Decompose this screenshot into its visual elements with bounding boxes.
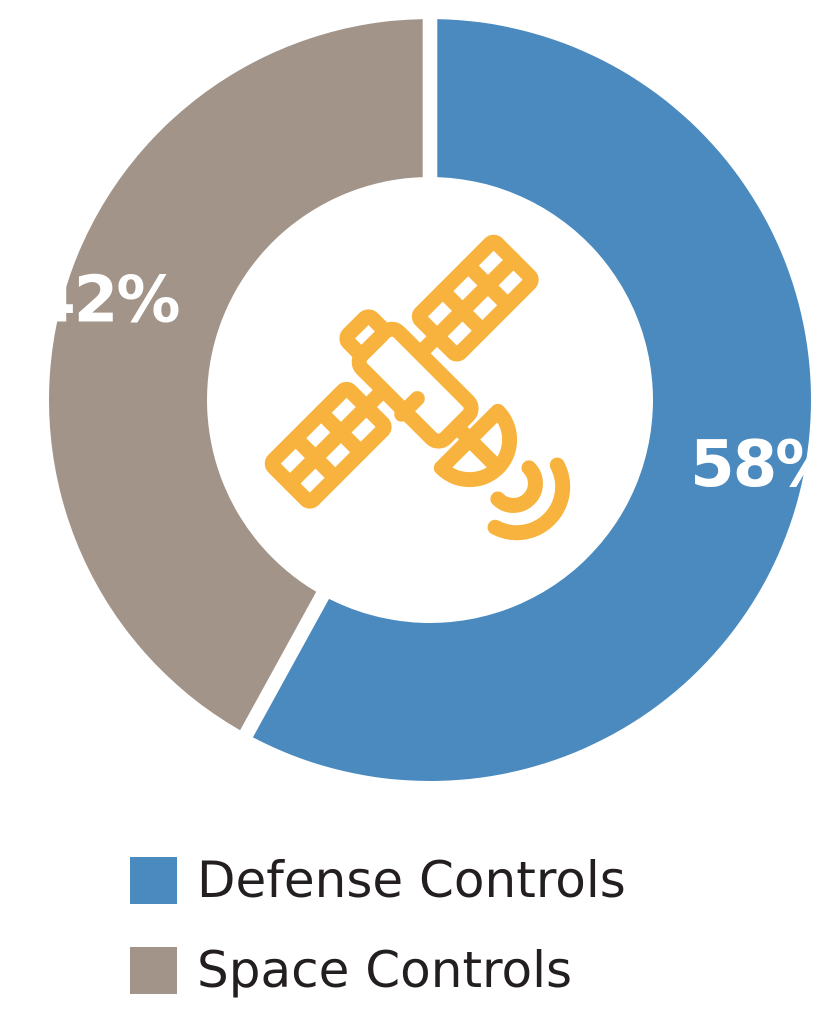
slice-defense-controls — [252, 19, 812, 782]
slice-label-defense-controls: 58% — [690, 428, 830, 502]
slice-label-space-controls: 42% — [31, 264, 179, 338]
satellite-icon — [264, 234, 571, 541]
donut-chart: 58% 42% — [31, 19, 830, 782]
slice-space-controls — [49, 19, 423, 731]
legend-item-space-controls: Space Controls — [130, 925, 626, 1015]
legend-swatch-space-controls — [130, 946, 177, 994]
donut-slices — [49, 19, 812, 782]
legend-item-defense-controls: Defense Controls — [130, 835, 626, 925]
legend: Defense Controls Space Controls — [130, 835, 626, 1015]
legend-label: Space Controls — [197, 941, 573, 999]
legend-label: Defense Controls — [197, 851, 626, 909]
legend-swatch-defense-controls — [130, 856, 177, 904]
slice-labels: 58% 42% — [31, 264, 830, 502]
